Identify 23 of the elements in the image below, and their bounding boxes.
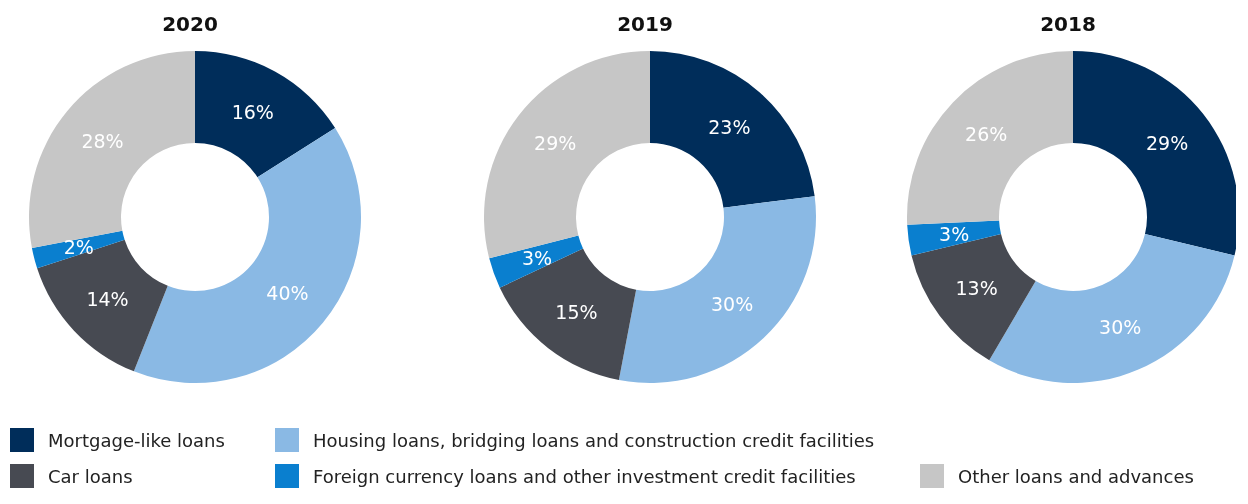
legend-label: Car loans [48,465,133,487]
legend-label: Housing loans, bridging loans and construction credit facilities [313,429,875,451]
legend-label: Foreign currency loans and other investment credit facilities [313,465,856,487]
data-label: 26% [965,123,1008,146]
data-label: 30% [1099,316,1142,339]
data-label: 23% [708,115,751,138]
data-label: 40% [266,282,309,305]
data-label: 28% [81,129,124,152]
data-label: 15% [555,300,598,323]
legend-label: Other loans and advances [958,465,1194,487]
data-label: 29% [534,132,577,155]
data-label: 13% [955,277,998,300]
slice-label: 2018 [1039,11,1097,38]
slice-label: 2019 [616,11,674,38]
data-label: 3% [522,246,553,269]
legend-label: Mortgage-like loans [48,429,225,451]
data-label: 14% [86,288,129,311]
data-label: 16% [231,100,274,123]
data-label: 2% [63,235,94,258]
data-label: 30% [711,293,754,316]
slice-label: 2020 [161,11,219,38]
data-label: 3% [939,222,970,245]
data-label: 29% [1146,131,1189,154]
